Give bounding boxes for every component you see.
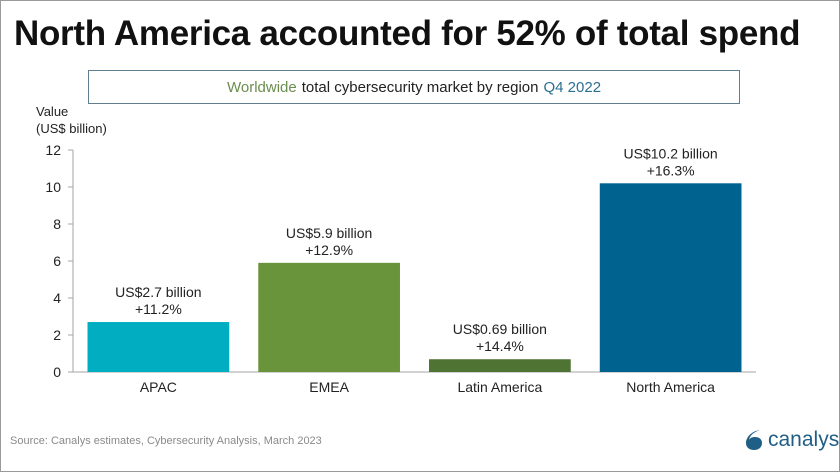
data-label-value: US$10.2 billion [624, 145, 718, 161]
x-tick-label: APAC [140, 379, 177, 395]
subtitle-period: Q4 2022 [543, 78, 602, 96]
source-note: Source: Canalys estimates, Cybersecurity… [10, 435, 322, 447]
y-axis-label: Value (US$ billion) [36, 103, 107, 137]
data-label-value: US$2.7 billion [115, 284, 201, 300]
canalys-logo: canalys [744, 428, 839, 452]
y-tick-label: 12 [45, 142, 61, 158]
x-tick-label: EMEA [309, 379, 349, 395]
data-label-growth: +16.3% [647, 162, 695, 178]
subtitle-main: total cybersecurity market by region [301, 78, 539, 96]
data-label-growth: +11.2% [135, 301, 182, 317]
data-label-value: US$5.9 billion [286, 225, 372, 241]
canalys-swirl-icon [746, 430, 762, 450]
data-label-value: US$0.69 billion [453, 321, 547, 337]
y-tick-label: 2 [53, 327, 61, 343]
chart-subtitle: Worldwide total cybersecurity market by … [88, 70, 740, 104]
bar-emea [258, 262, 400, 372]
bar-apac [87, 322, 230, 372]
y-tick-label: 10 [45, 179, 61, 195]
y-tick-label: 6 [53, 253, 61, 269]
y-tick-label: 4 [53, 290, 61, 306]
bar-latin-america [429, 359, 571, 372]
data-label-growth: +14.4% [476, 338, 524, 354]
logo-text: canalys [768, 428, 840, 451]
subtitle-worldwide: Worldwide [226, 78, 297, 96]
y-axis-label-line2: (US$ billion) [36, 121, 107, 136]
data-label-growth: +12.9% [305, 242, 353, 258]
bar-north-america [599, 183, 742, 372]
y-axis-label-line1: Value [36, 104, 69, 119]
y-tick-label: 8 [53, 216, 61, 232]
x-tick-label: North America [626, 379, 715, 395]
y-tick-label: 0 [53, 364, 61, 380]
headline: North America accounted for 52% of total… [14, 14, 801, 53]
x-tick-label: Latin America [457, 379, 542, 395]
